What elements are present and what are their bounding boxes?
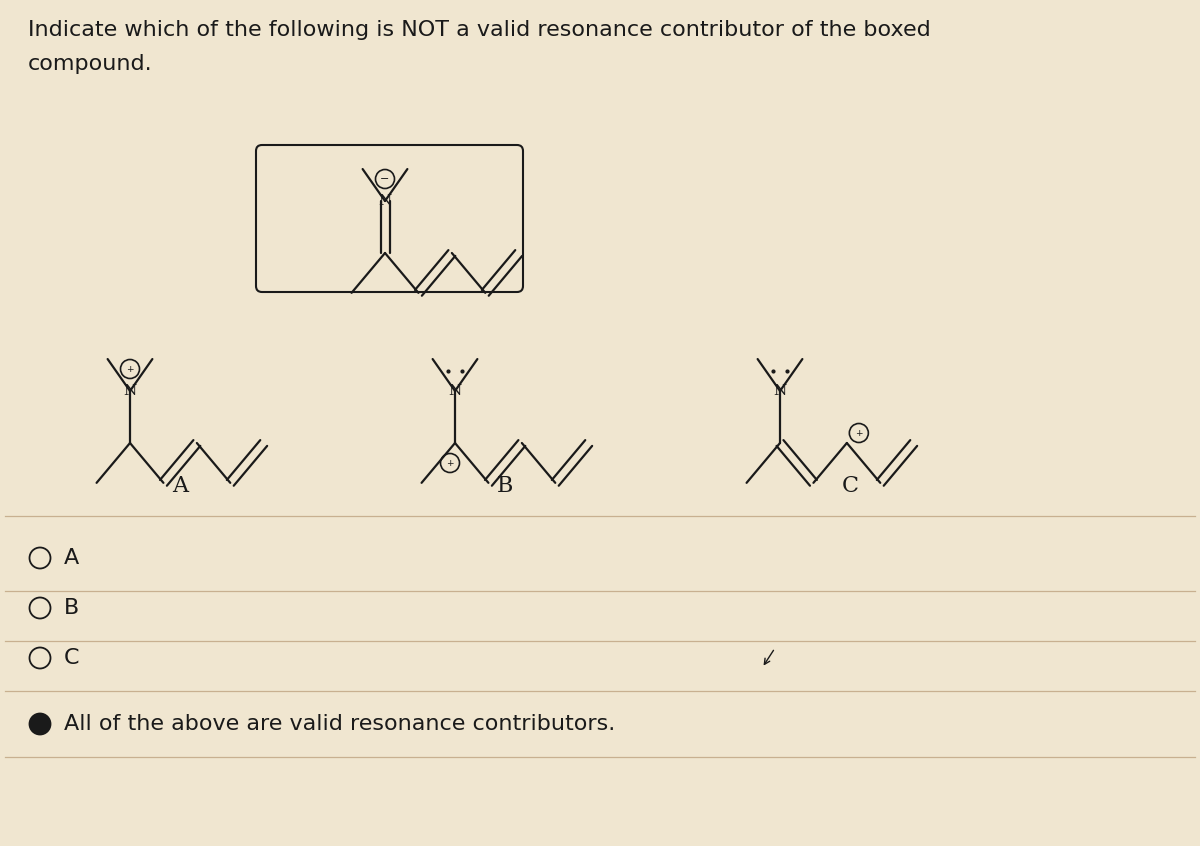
Text: A: A	[64, 548, 79, 568]
Text: B: B	[64, 598, 79, 618]
Circle shape	[30, 713, 50, 734]
Text: N: N	[124, 384, 137, 398]
Text: All of the above are valid resonance contributors.: All of the above are valid resonance con…	[64, 714, 616, 734]
Text: N: N	[773, 384, 787, 398]
Text: +: +	[856, 429, 863, 437]
Text: −: −	[380, 174, 390, 184]
Text: N: N	[378, 194, 391, 208]
Text: C: C	[64, 648, 79, 668]
Text: Indicate which of the following is NOT a valid resonance contributor of the boxe: Indicate which of the following is NOT a…	[28, 20, 931, 40]
Text: C: C	[841, 475, 858, 497]
Text: +: +	[446, 459, 454, 468]
Text: B: B	[497, 475, 514, 497]
Text: A: A	[172, 475, 188, 497]
Text: +: +	[126, 365, 133, 373]
Text: N: N	[449, 384, 462, 398]
Text: compound.: compound.	[28, 54, 152, 74]
